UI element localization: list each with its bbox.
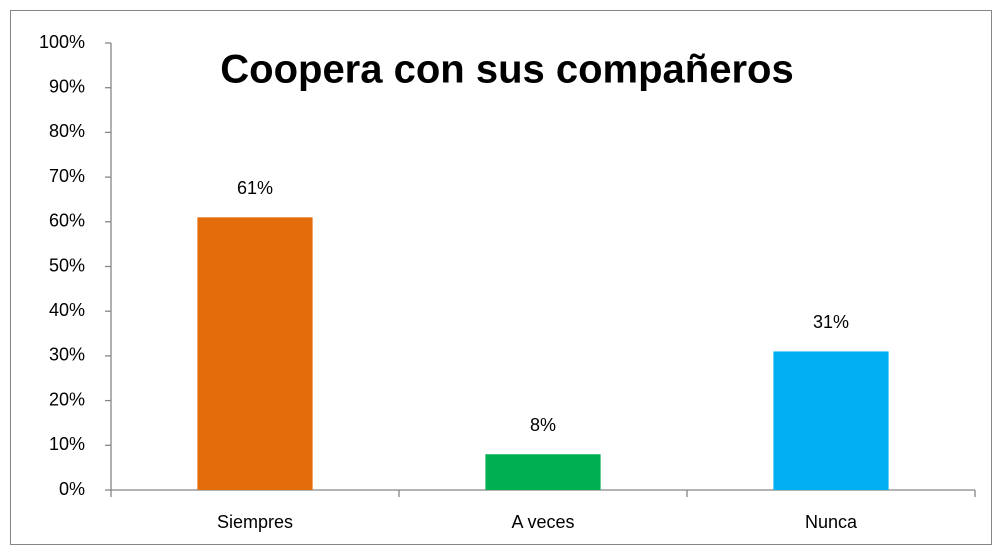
y-tick-label: 70% <box>49 166 85 186</box>
bar <box>773 351 889 490</box>
y-tick-label: 60% <box>49 211 85 231</box>
x-tick-label: Nunca <box>805 512 858 532</box>
x-tick-label: Siempres <box>217 512 293 532</box>
data-label: 31% <box>813 312 849 332</box>
x-tick-label: A veces <box>511 512 574 532</box>
bar <box>485 454 601 490</box>
data-label: 61% <box>237 178 273 198</box>
data-label: 8% <box>530 415 556 435</box>
y-tick-label: 90% <box>49 76 85 96</box>
y-tick-label: 100% <box>39 32 85 52</box>
y-tick-label: 20% <box>49 389 85 409</box>
y-tick-label: 30% <box>49 345 85 365</box>
y-tick-label: 40% <box>49 300 85 320</box>
y-tick-label: 50% <box>49 255 85 275</box>
bar <box>197 217 313 490</box>
y-tick-label: 10% <box>49 434 85 454</box>
y-tick-label: 0% <box>59 479 85 499</box>
y-tick-label: 80% <box>49 121 85 141</box>
chart-title: Coopera con sus compañeros <box>220 48 793 92</box>
